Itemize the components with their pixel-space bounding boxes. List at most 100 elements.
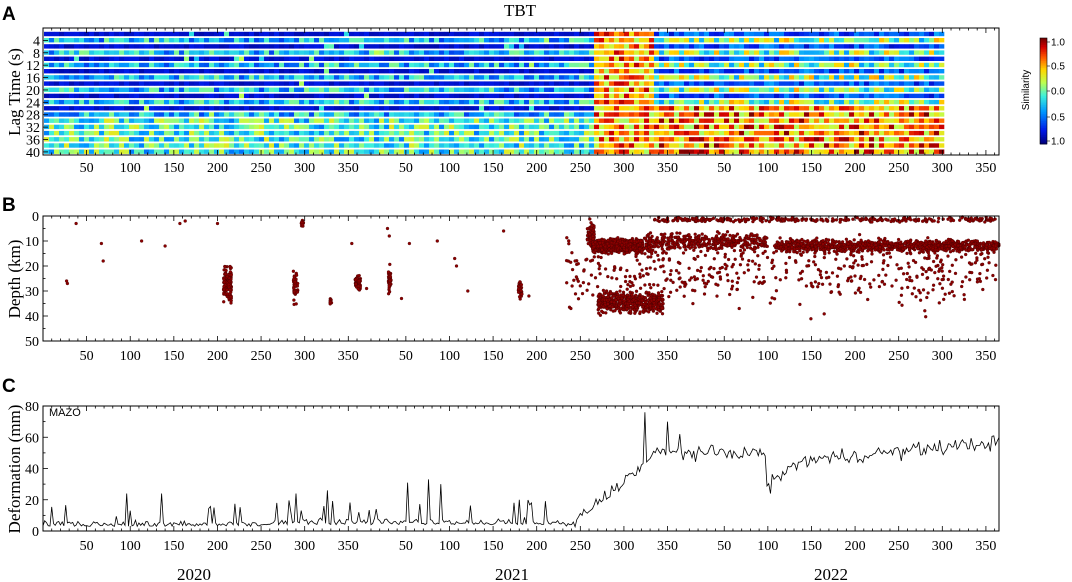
heatmap-cell — [869, 143, 875, 148]
heatmap-cell — [279, 143, 285, 148]
heatmap-cell — [789, 62, 795, 68]
heatmap-cell — [894, 38, 900, 43]
heatmap-cell — [54, 31, 60, 37]
heatmap-cell — [484, 99, 490, 105]
heatmap-cell — [329, 56, 335, 61]
heatmap-cell — [644, 62, 650, 68]
heatmap-cell — [459, 38, 465, 43]
heatmap-cell — [544, 118, 550, 123]
heatmap-cell — [489, 93, 495, 99]
heatmap-cell — [179, 87, 185, 92]
heatmap-cell — [364, 106, 370, 111]
heatmap-cell — [124, 106, 130, 111]
heatmap-cell — [619, 112, 625, 117]
heatmap-cell — [344, 93, 350, 99]
heatmap-cell — [69, 149, 75, 154]
panel-a-ytick-label: 12 — [26, 59, 40, 74]
heatmap-cell — [314, 137, 320, 142]
heatmap-cell — [929, 56, 935, 61]
heatmap-cell — [379, 93, 385, 99]
heatmap-cell — [54, 99, 60, 105]
heatmap-cell — [44, 44, 50, 49]
heatmap-cell — [174, 69, 180, 74]
heatmap-cell — [594, 149, 600, 154]
heatmap-cell — [844, 62, 850, 68]
panel-a-heatmap — [44, 31, 945, 154]
heatmap-cell — [379, 137, 385, 142]
heatmap-cell — [79, 106, 85, 111]
heatmap-cell — [59, 62, 65, 68]
heatmap-cell — [724, 69, 730, 74]
heatmap-cell — [829, 87, 835, 92]
heatmap-cell — [664, 137, 670, 142]
heatmap-cell — [514, 93, 520, 99]
heatmap-cell — [349, 93, 355, 99]
heatmap-cell — [739, 87, 745, 92]
heatmap-cell — [64, 137, 70, 142]
heatmap-cell — [709, 124, 715, 130]
heatmap-cell — [474, 50, 480, 55]
heatmap-cell — [519, 50, 525, 55]
earthquake-point — [388, 262, 392, 267]
heatmap-cell — [189, 149, 195, 154]
heatmap-cell — [589, 130, 595, 136]
heatmap-cell — [184, 44, 190, 49]
heatmap-cell — [359, 143, 365, 148]
heatmap-cell — [189, 124, 195, 130]
earthquake-point — [224, 272, 228, 276]
heatmap-cell — [454, 118, 460, 123]
panel-a-xtick-label: 250 — [888, 161, 909, 176]
heatmap-cell — [464, 56, 470, 61]
heatmap-cell — [569, 137, 575, 142]
heatmap-cell — [499, 50, 505, 55]
heatmap-cell — [274, 99, 280, 105]
heatmap-cell — [264, 81, 270, 86]
heatmap-cell — [154, 56, 160, 61]
heatmap-cell — [504, 112, 510, 117]
heatmap-cell — [809, 106, 815, 111]
heatmap-cell — [574, 93, 580, 99]
heatmap-cell — [429, 56, 435, 61]
heatmap-cell — [924, 143, 930, 148]
heatmap-cell — [494, 137, 500, 142]
heatmap-cell — [349, 50, 355, 55]
heatmap-cell — [264, 44, 270, 49]
heatmap-cell — [594, 87, 600, 92]
heatmap-cell — [674, 106, 680, 111]
heatmap-cell — [874, 81, 880, 86]
heatmap-cell — [179, 106, 185, 111]
heatmap-cell — [354, 56, 360, 61]
heatmap-cell — [899, 143, 905, 148]
heatmap-cell — [434, 118, 440, 123]
heatmap-cell — [269, 69, 275, 74]
heatmap-cell — [929, 99, 935, 105]
heatmap-cell — [104, 75, 110, 80]
heatmap-cell — [214, 93, 220, 99]
heatmap-cell — [259, 44, 265, 49]
heatmap-cell — [309, 118, 315, 123]
heatmap-cell — [134, 87, 140, 92]
heatmap-cell — [514, 44, 520, 49]
heatmap-cell — [744, 62, 750, 68]
heatmap-cell — [554, 137, 560, 142]
heatmap-cell — [544, 31, 550, 37]
heatmap-cell — [414, 87, 420, 92]
heatmap-cell — [104, 149, 110, 154]
heatmap-cell — [199, 149, 205, 154]
heatmap-cell — [349, 38, 355, 43]
heatmap-cell — [389, 137, 395, 142]
heatmap-cell — [689, 31, 695, 37]
heatmap-cell — [64, 130, 70, 136]
heatmap-cell — [404, 93, 410, 99]
heatmap-cell — [459, 137, 465, 142]
heatmap-cell — [399, 149, 405, 154]
heatmap-cell — [129, 106, 135, 111]
heatmap-cell — [74, 106, 80, 111]
heatmap-cell — [534, 143, 540, 148]
heatmap-cell — [754, 118, 760, 123]
heatmap-cell — [629, 44, 635, 49]
heatmap-cell — [424, 99, 430, 105]
heatmap-cell — [769, 124, 775, 130]
heatmap-cell — [134, 31, 140, 37]
heatmap-cell — [474, 56, 480, 61]
